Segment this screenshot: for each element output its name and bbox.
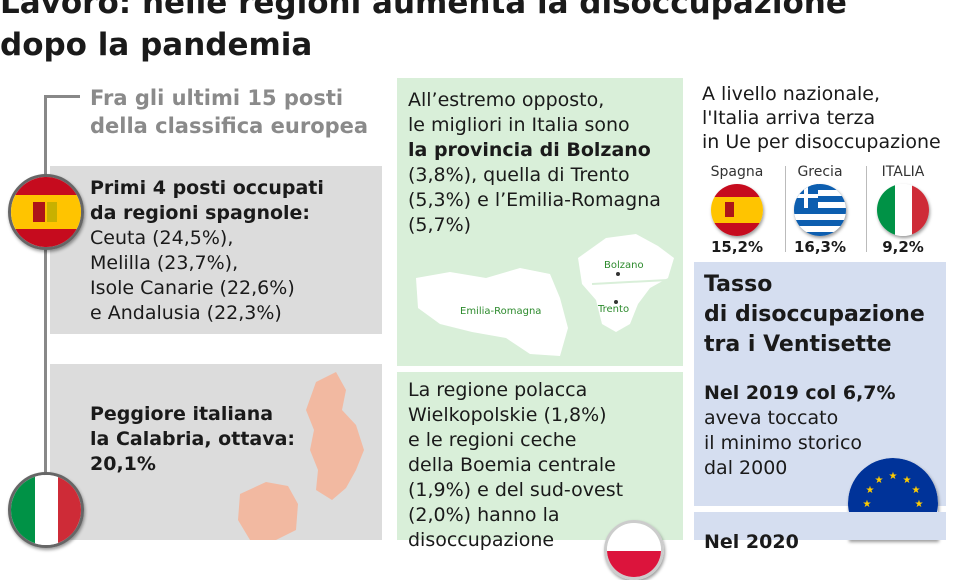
national-line-2: l'Italia arriva terza — [702, 107, 876, 129]
north-italy-map: Emilia-Romagna Bolzano Trento — [416, 234, 674, 356]
country-value-spagna: 15,2% — [710, 238, 764, 256]
title-line-2: dopo la pandemia — [0, 27, 313, 63]
national-line-1: A livello nazionale, — [702, 83, 881, 105]
spain-box-text: Primi 4 posti occupati da regioni spagno… — [90, 176, 324, 326]
calabria-map — [238, 372, 364, 540]
greece-small-flag-icon — [794, 184, 846, 236]
poland-line-2: Wielkopolskie (1,8%) — [408, 404, 607, 426]
italy-line-1: Peggiore italiana — [90, 403, 274, 425]
svg-text:★: ★ — [866, 485, 875, 496]
tasso-line-2: di disoccupazione — [704, 302, 925, 327]
poland-line-7: disoccupazione — [408, 529, 555, 551]
spain-region-canarie: Isole Canarie (22,6%) — [90, 277, 295, 299]
country-name-grecia: Grecia — [797, 164, 843, 180]
tasso-line-3: tra i Ventisette — [704, 332, 892, 357]
national-text: A livello nazionale, l'Italia arriva ter… — [702, 82, 941, 154]
timeline-tick — [44, 95, 80, 98]
separator-1 — [785, 166, 786, 252]
spain-heading-1: Primi 4 posti occupati — [90, 177, 324, 199]
poland-line-5: (1,9%) e del sud-ovest — [408, 479, 624, 501]
national-line-3: in Ue per disoccupazione — [702, 131, 941, 153]
best-line-1: All’estremo opposto, — [408, 89, 605, 111]
country-name-italia: ITALIA — [881, 164, 925, 180]
poland-box — [397, 372, 683, 540]
spain-region-melilla: Melilla (23,7%), — [90, 252, 239, 274]
poland-line-3: e le regioni ceche — [408, 429, 577, 451]
spain-box — [50, 166, 382, 334]
record-line-2: aveva toccato — [704, 407, 839, 429]
bottom-partial-text: Nel 2020 — [704, 531, 799, 553]
record-text: Nel 2019 col 6,7% aveva toccato il minim… — [704, 381, 896, 481]
best-line-6: (5,7%) — [408, 214, 472, 236]
svg-text:★: ★ — [912, 485, 921, 496]
svg-text:★: ★ — [903, 475, 912, 486]
poland-flag-icon — [604, 520, 664, 580]
poland-line-6: (2,0%) hanno la — [408, 504, 560, 526]
record-line-4: dal 2000 — [704, 457, 788, 479]
left-subhead: Fra gli ultimi 15 posti della classifica… — [90, 84, 368, 140]
left-subhead-line-1: Fra gli ultimi 15 posti — [90, 86, 344, 110]
separator-2 — [866, 166, 867, 252]
poland-line-4: della Boemia centrale — [408, 454, 616, 476]
record-line-3: il minimo storico — [704, 432, 863, 454]
title-line-1: Lavoro: nelle regioni aumenta la disoccu… — [0, 0, 847, 21]
svg-text:★: ★ — [889, 471, 898, 482]
italy-line-2: la Calabria, ottava: — [90, 428, 296, 450]
country-value-italia: 9,2% — [882, 238, 924, 256]
poland-line-1: La regione polacca — [408, 379, 588, 401]
left-subhead-line-2: della classifica europea — [90, 114, 369, 138]
italy-flag-icon — [8, 472, 84, 548]
italy-small-flag-icon — [877, 184, 929, 236]
bottom-blue-box — [694, 512, 946, 540]
best-regions-text: All’estremo opposto, le migliori in Ital… — [408, 88, 661, 238]
country-value-grecia: 16,3% — [793, 238, 847, 256]
spain-region-andalusia: e Andalusia (22,3%) — [90, 302, 282, 324]
best-line-4: (3,8%), quella di Trento — [408, 164, 630, 186]
map-label-trento: Trento — [597, 304, 629, 315]
italy-box-text: Peggiore italiana la Calabria, ottava: 2… — [90, 402, 295, 477]
best-line-3: la provincia di Bolzano — [408, 139, 651, 161]
spain-region-ceuta: Ceuta (24,5%), — [90, 227, 234, 249]
record-line-1: Nel 2019 col 6,7% — [704, 382, 896, 404]
svg-text:★: ★ — [863, 499, 872, 510]
svg-text:★: ★ — [875, 475, 884, 486]
best-line-5: (5,3%) e l’Emilia-Romagna — [408, 189, 661, 211]
best-line-2: le migliori in Italia sono — [408, 114, 630, 136]
spain-heading-2: da regioni spagnole: — [90, 202, 311, 224]
spain-flag-icon — [8, 174, 84, 250]
tasso-line-1: Tasso — [704, 272, 773, 297]
map-label-bolzano: Bolzano — [604, 260, 644, 271]
timeline-line — [44, 95, 47, 540]
spain-small-flag-icon — [711, 184, 763, 236]
map-label-emilia: Emilia-Romagna — [460, 306, 541, 317]
tasso-title: Tasso di disoccupazione tra i Ventisette — [704, 270, 925, 360]
italy-line-3: 20,1% — [90, 453, 156, 475]
country-name-spagna: Spagna — [710, 164, 764, 180]
page-title: Lavoro: nelle regioni aumenta la disoccu… — [0, 0, 960, 66]
poland-box-text: La regione polacca Wielkopolskie (1,8%) … — [408, 378, 623, 553]
svg-text:★: ★ — [915, 499, 924, 510]
